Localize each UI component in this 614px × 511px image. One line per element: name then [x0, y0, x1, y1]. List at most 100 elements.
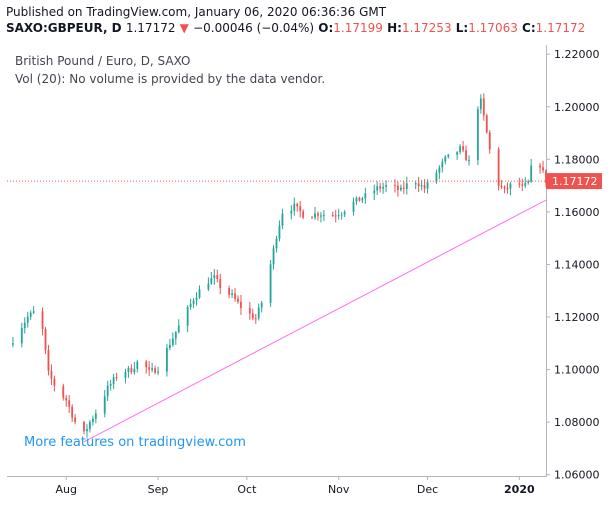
candle-body [314, 213, 316, 218]
candle-body [379, 186, 382, 189]
candle-body [438, 167, 441, 173]
candle-body [527, 181, 530, 183]
candle-body [86, 429, 88, 432]
open-label: O: [318, 21, 334, 35]
candle-body [317, 213, 319, 216]
candle-body [50, 370, 53, 379]
candle-body [509, 183, 512, 189]
candle-body [189, 303, 192, 308]
candle-body [373, 190, 376, 194]
candle-body [337, 215, 340, 217]
candle-body [109, 383, 112, 386]
candle-body [542, 167, 544, 171]
candle-body [74, 417, 77, 423]
candle-body [361, 198, 364, 201]
candle-body [299, 206, 302, 212]
candle-body [29, 312, 32, 317]
candle-body [506, 188, 509, 190]
candle-body [112, 377, 115, 384]
candle-body [441, 161, 444, 168]
candle-body [32, 311, 35, 313]
candle-body [168, 345, 171, 348]
candle-body [423, 185, 426, 189]
candle-body [405, 183, 408, 189]
candle-body [340, 214, 343, 216]
candle-body [210, 278, 213, 284]
candle-body [521, 184, 524, 186]
candle-body [130, 367, 133, 373]
candle-body [106, 385, 109, 397]
candle-body [41, 311, 44, 329]
candle-body [195, 297, 198, 301]
candle-body [358, 197, 361, 201]
symbol-label: SAXO:GBPEUR, D [6, 21, 122, 35]
candle-body [417, 183, 420, 187]
candle-body [207, 283, 210, 290]
candle-body [447, 154, 450, 157]
candle-body [47, 349, 50, 371]
x-tick-label: Dec [417, 483, 438, 496]
x-tick-label: Oct [237, 483, 257, 496]
x-tick-label: Sep [148, 483, 169, 496]
candle-body [352, 201, 355, 212]
candle-body [237, 298, 239, 302]
candle-body [148, 367, 151, 370]
y-tick-label: 1.08000 [554, 416, 600, 429]
candle-body [251, 313, 254, 319]
candle-body [257, 307, 260, 319]
candle-body [482, 98, 485, 116]
trendline [83, 199, 547, 443]
y-tick-label: 1.20000 [554, 101, 600, 114]
candle-body [278, 225, 281, 239]
candle-body [269, 264, 272, 303]
candle-body [91, 418, 94, 423]
candle-body [272, 248, 275, 265]
candle-body [524, 182, 527, 186]
chart-pane[interactable] [7, 45, 547, 477]
x-tick-label: Nov [328, 483, 350, 496]
y-tick-label: 1.16000 [554, 206, 600, 219]
price-change: −0.00046 (−0.04%) [193, 21, 315, 35]
candle-body [497, 149, 500, 186]
candle-body [83, 422, 85, 432]
candle-body [23, 322, 26, 329]
y-tick-label: 1.06000 [554, 469, 600, 482]
high-label: H: [387, 21, 402, 35]
candle-body [65, 397, 68, 401]
close-value: 1.17172 [535, 21, 586, 35]
candle-body [260, 302, 263, 308]
candle-body [219, 278, 222, 288]
candle-body [174, 332, 177, 339]
candle-body [186, 307, 189, 326]
candle-body [364, 193, 367, 199]
current-price-tag [546, 173, 602, 190]
candle-body [71, 406, 74, 418]
y-tick-label: 1.18000 [554, 153, 600, 166]
candle-body [355, 197, 358, 202]
last-price: 1.17172 [125, 21, 176, 35]
candle-body [213, 275, 216, 279]
candle-body [115, 377, 118, 379]
candle-body [444, 156, 447, 162]
candle-body [456, 152, 459, 155]
candle-body [124, 371, 127, 378]
candle-body [479, 98, 482, 110]
candle-body [89, 422, 91, 430]
candle-body [402, 187, 405, 189]
x-tick-label: 2020 [504, 483, 535, 496]
candle-body [20, 328, 23, 344]
y-tick-label: 1.10000 [554, 364, 600, 377]
candle-body [503, 186, 506, 189]
candle-body [192, 300, 195, 304]
quote-line: SAXO:GBPEUR, D 1.17172 ▼ −0.00046 (−0.04… [6, 20, 585, 36]
candle-body [485, 115, 488, 133]
low-label: L: [455, 21, 469, 35]
published-line: Published on TradingView.com, January 06… [6, 5, 387, 19]
candle-body [399, 187, 402, 190]
candle-body [228, 287, 231, 295]
candle-body [320, 215, 322, 217]
candle-body [151, 368, 154, 370]
promo-link[interactable]: More features on tradingview.com [24, 435, 246, 450]
candle-body [12, 343, 14, 345]
